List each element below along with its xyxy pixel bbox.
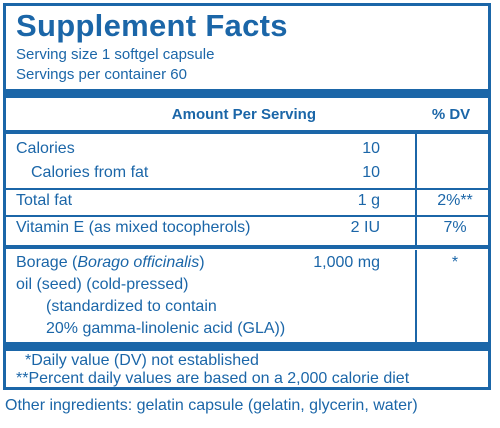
row-calories-from-fat-amount: 10 bbox=[362, 164, 380, 181]
borage-name-prefix: Borage ( bbox=[16, 254, 78, 271]
row-calories-name: Calories bbox=[16, 140, 75, 157]
row-total-fat-name: Total fat bbox=[16, 192, 73, 209]
row-borage-line4: 20% gamma-linolenic acid (GLA)) bbox=[46, 320, 286, 337]
row-divider-1 bbox=[6, 188, 488, 190]
row-vitamin-e-amount: 2 IU bbox=[350, 219, 380, 236]
row-borage-line3: (standardized to contain bbox=[46, 298, 217, 315]
other-ingredients: Other ingredients: gelatin capsule (gela… bbox=[5, 397, 418, 414]
row-calories-amount: 10 bbox=[362, 140, 380, 157]
borage-name-suffix: ) bbox=[199, 254, 205, 271]
thick-divider-top bbox=[6, 89, 488, 98]
serving-size: Serving size 1 softgel capsule bbox=[16, 46, 215, 63]
servings-per-container: Servings per container 60 bbox=[16, 66, 187, 83]
header-divider bbox=[6, 130, 488, 134]
row-vitamin-e-name: Vitamin E (as mixed tocopherols) bbox=[16, 219, 251, 236]
row-borage-dv: * bbox=[451, 254, 459, 271]
row-borage-line2: oil (seed) (cold-pressed) bbox=[16, 276, 189, 293]
row-total-fat-amount: 1 g bbox=[357, 192, 380, 209]
row-borage-amount: 1,000 mg bbox=[313, 254, 380, 271]
borage-latin-name: Borago officinalis bbox=[77, 254, 200, 271]
amount-per-serving-header: Amount Per Serving bbox=[171, 106, 316, 123]
row-divider-2 bbox=[6, 215, 488, 217]
column-divider-dv-borage bbox=[415, 250, 417, 342]
row-borage-name: Borage (Borago officinalis) bbox=[16, 254, 205, 272]
row-total-fat-dv: 2%** bbox=[437, 192, 473, 209]
row-vitamin-e-dv: 7% bbox=[443, 219, 467, 236]
column-divider-dv-top bbox=[415, 134, 417, 247]
row-divider-3 bbox=[6, 245, 488, 249]
row-calories-from-fat-name: Calories from fat bbox=[31, 164, 149, 181]
dv-header: % DV bbox=[431, 106, 471, 123]
footnote-percent-daily-values: **Percent daily values are based on a 2,… bbox=[16, 370, 410, 387]
panel-title: Supplement Facts bbox=[16, 8, 288, 43]
supplement-facts-panel: Supplement Facts Serving size 1 softgel … bbox=[3, 3, 491, 390]
footnote-dv-not-established: *Daily value (DV) not established bbox=[25, 352, 259, 369]
thick-divider-bottom bbox=[6, 342, 488, 351]
